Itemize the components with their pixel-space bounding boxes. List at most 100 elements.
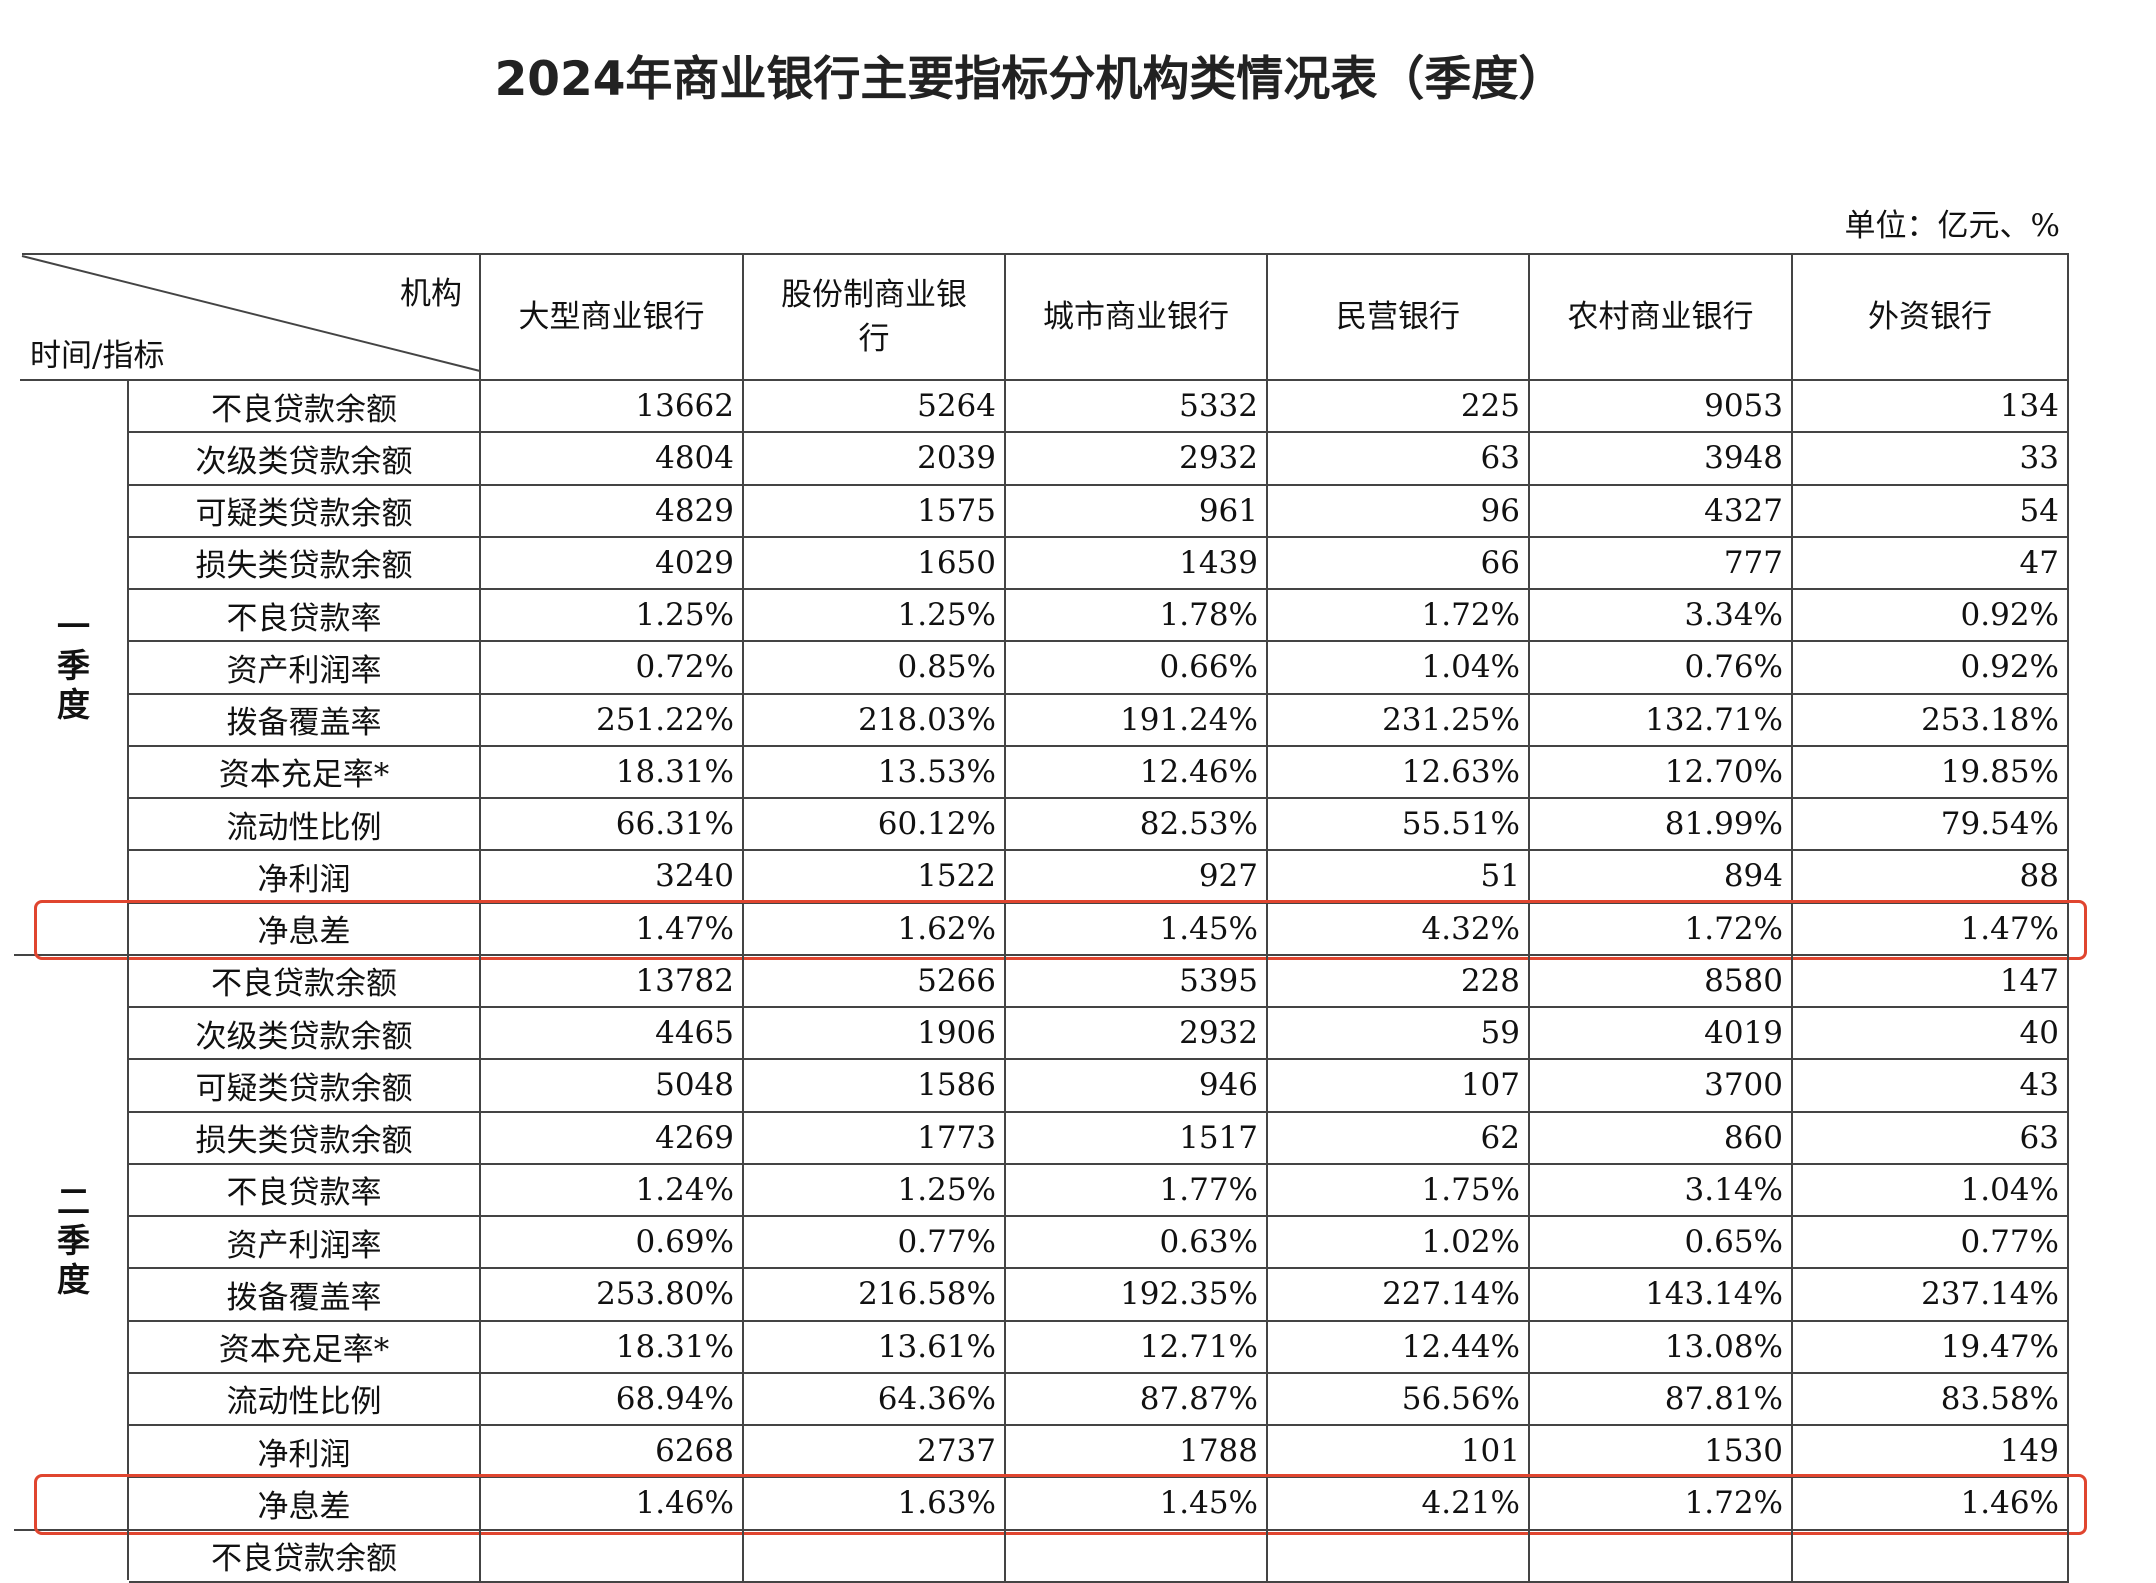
value-cell: 1.63% xyxy=(744,1478,1006,1531)
row-label: 流动性比例 xyxy=(129,799,481,852)
value-cell xyxy=(744,1530,1006,1583)
value-cell: 1.04% xyxy=(1793,1164,2069,1217)
value-cell: 946 xyxy=(1006,1060,1268,1113)
value-cell: 55.51% xyxy=(1268,799,1530,852)
value-cell: 64.36% xyxy=(744,1373,1006,1426)
value-cell: 0.92% xyxy=(1793,590,2069,643)
corner-header: 时间/指标 xyxy=(30,338,165,374)
value-cell: 81.99% xyxy=(1530,799,1793,852)
value-cell: 9053 xyxy=(1530,381,1793,434)
value-cell: 107 xyxy=(1268,1060,1530,1113)
value-cell: 253.18% xyxy=(1793,694,2069,747)
value-cell: 56.56% xyxy=(1268,1373,1530,1426)
value-cell: 192.35% xyxy=(1006,1269,1268,1322)
value-cell: 1.45% xyxy=(1006,1478,1268,1531)
value-cell: 191.24% xyxy=(1006,694,1268,747)
value-cell: 149 xyxy=(1793,1426,2069,1479)
value-cell: 63 xyxy=(1268,433,1530,486)
value-cell: 5266 xyxy=(744,955,1006,1008)
value-cell: 1439 xyxy=(1006,537,1268,590)
row-label: 不良贷款余额 xyxy=(129,955,481,1008)
value-cell: 87.81% xyxy=(1530,1373,1793,1426)
title: 2024年商业银行主要指标分机构类情况表（季度） xyxy=(494,52,1566,107)
value-cell: 3.34% xyxy=(1530,590,1793,643)
value-cell: 4327 xyxy=(1530,485,1793,538)
value-cell: 777 xyxy=(1530,537,1793,590)
value-cell xyxy=(481,1530,744,1583)
value-cell: 19.85% xyxy=(1793,746,2069,799)
row-label: 净息差 xyxy=(129,1478,481,1531)
row-label: 资本充足率* xyxy=(129,746,481,799)
value-cell: 237.14% xyxy=(1793,1269,2069,1322)
value-cell: 3.14% xyxy=(1530,1164,1793,1217)
value-cell: 1906 xyxy=(744,1008,1006,1061)
value-cell: 132.71% xyxy=(1530,694,1793,747)
value-cell: 134 xyxy=(1793,381,2069,434)
value-cell: 1.47% xyxy=(1793,903,2069,956)
value-cell: 1.77% xyxy=(1006,1164,1268,1217)
value-cell: 4.32% xyxy=(1268,903,1530,956)
value-cell: 1530 xyxy=(1530,1426,1793,1479)
value-cell: 1650 xyxy=(744,537,1006,590)
row-label: 损失类贷款余额 xyxy=(129,1112,481,1165)
value-cell: 147 xyxy=(1793,955,2069,1008)
value-cell: 2039 xyxy=(744,433,1006,486)
value-cell xyxy=(1530,1530,1793,1583)
value-cell: 1.25% xyxy=(744,590,1006,643)
value-cell: 216.58% xyxy=(744,1269,1006,1322)
value-cell: 0.76% xyxy=(1530,642,1793,695)
value-cell: 66 xyxy=(1268,537,1530,590)
value-cell: 2932 xyxy=(1006,433,1268,486)
value-cell: 101 xyxy=(1268,1426,1530,1479)
value-cell: 1.25% xyxy=(481,590,744,643)
row-label: 净息差 xyxy=(129,903,481,956)
column-header: 股份制商业银行 xyxy=(744,254,1006,381)
value-cell: 5048 xyxy=(481,1060,744,1113)
value-cell: 0.65% xyxy=(1530,1217,1793,1270)
value-cell: 8580 xyxy=(1530,955,1793,1008)
value-cell: 1.04% xyxy=(1268,642,1530,695)
value-cell: 4269 xyxy=(481,1112,744,1165)
value-cell: 231.25% xyxy=(1268,694,1530,747)
row-label: 可疑类贷款余额 xyxy=(129,1060,481,1113)
value-cell: 1.02% xyxy=(1268,1217,1530,1270)
value-cell: 60.12% xyxy=(744,799,1006,852)
value-cell: 0.85% xyxy=(744,642,1006,695)
value-cell xyxy=(1006,1530,1268,1583)
row-label: 次级类贷款余额 xyxy=(129,433,481,486)
value-cell: 4019 xyxy=(1530,1008,1793,1061)
value-cell: 12.70% xyxy=(1530,746,1793,799)
value-cell: 0.66% xyxy=(1006,642,1268,695)
value-cell: 51 xyxy=(1268,851,1530,904)
column-header: 外资银行 xyxy=(1793,254,2069,381)
value-cell: 3700 xyxy=(1530,1060,1793,1113)
value-cell: 1586 xyxy=(744,1060,1006,1113)
value-cell: 3240 xyxy=(481,851,744,904)
value-cell: 1517 xyxy=(1006,1112,1268,1165)
value-cell: 12.46% xyxy=(1006,746,1268,799)
value-cell: 18.31% xyxy=(481,746,744,799)
value-cell: 87.87% xyxy=(1006,1373,1268,1426)
value-cell: 228 xyxy=(1268,955,1530,1008)
value-cell: 894 xyxy=(1530,851,1793,904)
row-label: 资产利润率 xyxy=(129,1217,481,1270)
value-cell: 1773 xyxy=(744,1112,1006,1165)
value-cell: 1.45% xyxy=(1006,903,1268,956)
row-label: 不良贷款率 xyxy=(129,1164,481,1217)
value-cell: 5395 xyxy=(1006,955,1268,1008)
corner-header: 机构 xyxy=(400,276,462,312)
value-cell: 13.53% xyxy=(744,746,1006,799)
value-cell: 0.92% xyxy=(1793,642,2069,695)
value-cell: 5332 xyxy=(1006,381,1268,434)
value-cell: 1.78% xyxy=(1006,590,1268,643)
value-cell: 83.58% xyxy=(1793,1373,2069,1426)
value-cell: 0.72% xyxy=(481,642,744,695)
value-cell: 54 xyxy=(1793,485,2069,538)
value-cell: 96 xyxy=(1268,485,1530,538)
value-cell: 33 xyxy=(1793,433,2069,486)
row-label: 不良贷款余额 xyxy=(129,1530,481,1583)
value-cell: 961 xyxy=(1006,485,1268,538)
value-cell: 218.03% xyxy=(744,694,1006,747)
value-cell: 63 xyxy=(1793,1112,2069,1165)
value-cell: 88 xyxy=(1793,851,2069,904)
